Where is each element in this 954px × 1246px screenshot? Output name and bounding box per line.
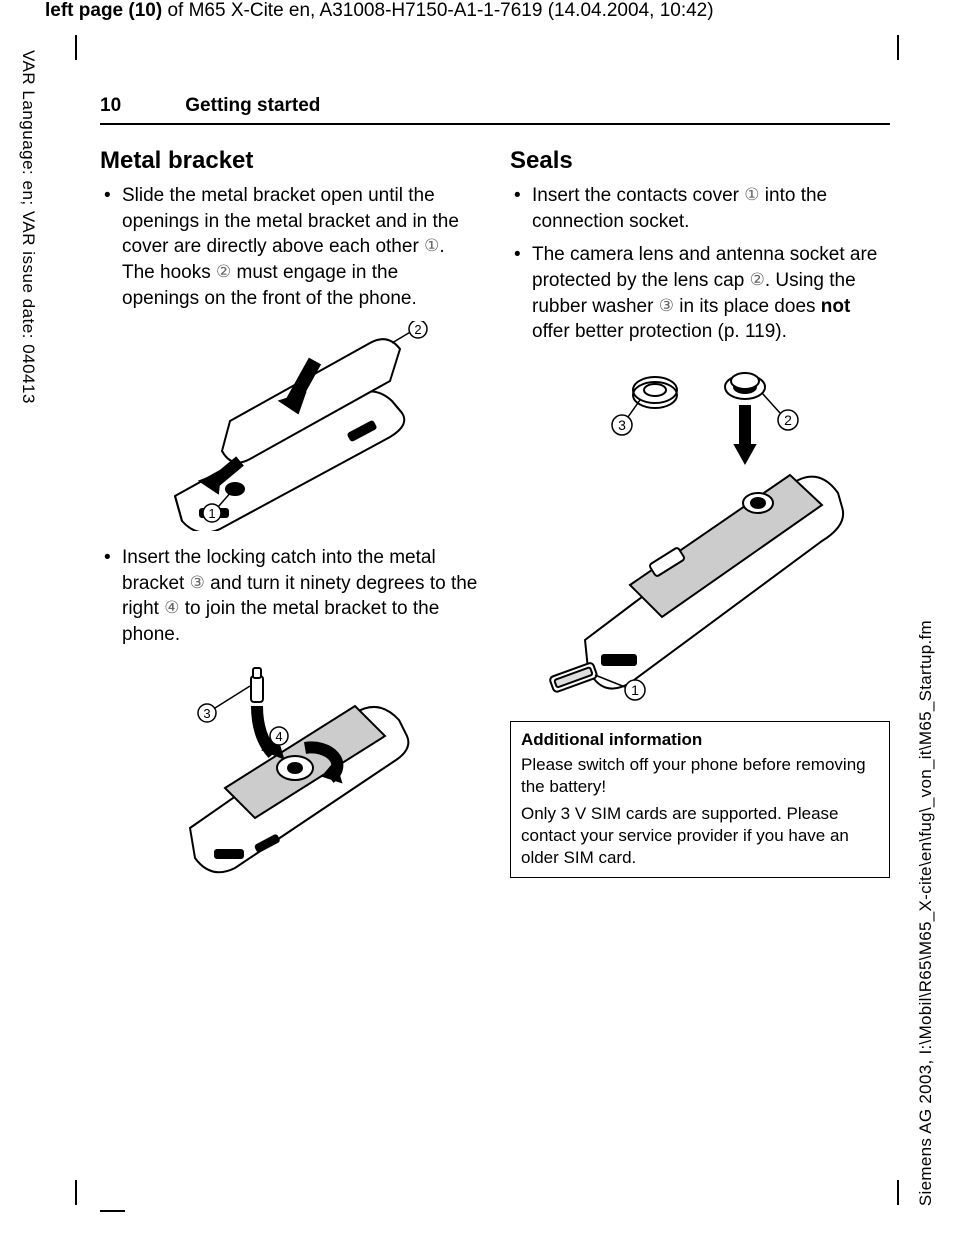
list-item: The camera lens and antenna socket are p…: [510, 242, 890, 345]
page-body: 10 Getting started Metal bracket Slide t…: [100, 95, 890, 892]
svg-text:2: 2: [414, 322, 421, 337]
crop-mark: [100, 1210, 125, 1212]
heading-metal-bracket: Metal bracket: [100, 147, 480, 175]
circled-3-icon: ③: [659, 295, 674, 318]
list-item: Slide the metal bracket open until the o…: [100, 183, 480, 311]
meta-header-bold: left page (10): [45, 0, 162, 21]
info-box-p1: Please switch off your phone before remo…: [521, 754, 879, 798]
content-columns: Metal bracket Slide the metal bracket op…: [100, 147, 890, 892]
svg-text:2: 2: [784, 412, 792, 428]
circled-4-icon: ④: [164, 597, 179, 620]
circled-2-icon: ②: [750, 269, 765, 292]
text: Slide the metal bracket open until the o…: [122, 185, 459, 257]
list-item: Insert the contacts cover ① into the con…: [510, 183, 890, 234]
heading-seals: Seals: [510, 147, 890, 175]
circled-1-icon: ①: [424, 235, 439, 258]
circled-3-icon: ③: [190, 572, 205, 595]
info-box-p2: Only 3 V SIM cards are supported. Please…: [521, 803, 879, 868]
text: Insert the contacts cover: [532, 185, 744, 206]
list-item: Insert the locking catch into the metal …: [100, 545, 480, 648]
running-head: 10 Getting started: [100, 95, 890, 125]
crop-mark: [75, 35, 77, 60]
svg-text:1: 1: [208, 506, 215, 521]
illustration-seals: 3 2 1: [540, 355, 860, 705]
seals-list: Insert the contacts cover ① into the con…: [510, 183, 890, 345]
illustration-locking-catch: 3 4: [155, 658, 425, 878]
info-box-title: Additional information: [521, 730, 879, 750]
right-column: Seals Insert the contacts cover ① into t…: [510, 147, 890, 892]
meta-header-rest: of M65 X-Cite en, A31008-H7150-A1-1-7619…: [162, 0, 713, 21]
circled-2-icon: ②: [216, 261, 231, 284]
section-title: Getting started: [185, 95, 320, 116]
svg-text:4: 4: [275, 729, 282, 744]
additional-info-box: Additional information Please switch off…: [510, 721, 890, 878]
text: in its place does: [674, 296, 821, 317]
sidenote-left: VAR Language: en; VAR issue date: 040413: [18, 50, 38, 404]
svg-text:3: 3: [203, 706, 210, 721]
metal-bracket-list-2: Insert the locking catch into the metal …: [100, 545, 480, 648]
crop-mark: [75, 1180, 77, 1205]
illustration-bracket-slide: 2 1: [140, 321, 440, 531]
text-bold-not: not: [821, 296, 851, 317]
svg-text:3: 3: [618, 417, 626, 433]
left-column: Metal bracket Slide the metal bracket op…: [100, 147, 480, 892]
crop-mark: [897, 1180, 899, 1205]
text: offer better protection (p. 119).: [532, 321, 787, 342]
page-number: 10: [100, 95, 180, 117]
meta-header: left page (10) of M65 X-Cite en, A31008-…: [45, 0, 714, 23]
svg-text:1: 1: [631, 682, 639, 698]
circled-1-icon: ①: [744, 184, 759, 207]
metal-bracket-list-1: Slide the metal bracket open until the o…: [100, 183, 480, 311]
sidenote-right: Siemens AG 2003, I:\Mobil\R65\M65_X-cite…: [916, 620, 936, 1206]
crop-mark: [897, 35, 899, 60]
